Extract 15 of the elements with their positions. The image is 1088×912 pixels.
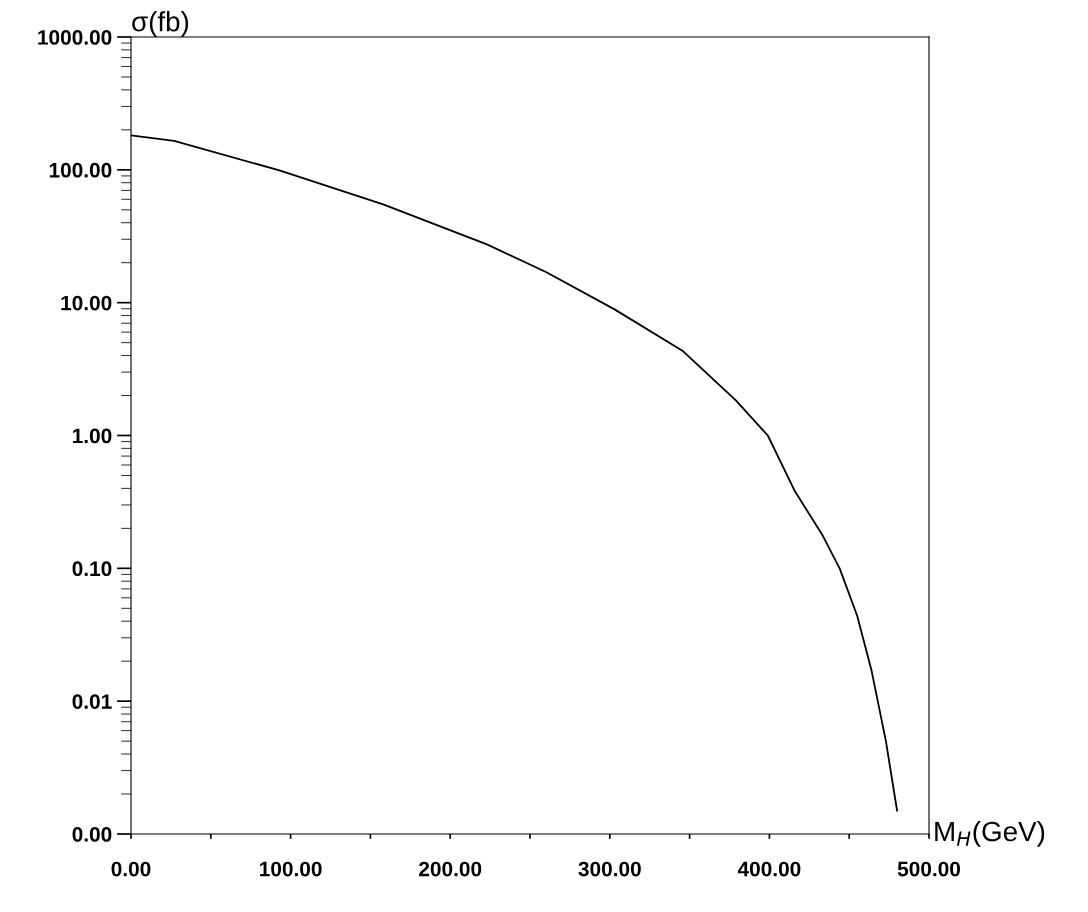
y-tick-label: 100.00 — [49, 162, 112, 178]
y-tick-label: 1000.00 — [38, 30, 112, 45]
x-axis-title: M$_{H}$(GeV) — [935, 820, 1045, 847]
x-tick-label: 200.00 — [419, 861, 482, 877]
x-tick-label: 400.00 — [737, 861, 801, 877]
y-tick-label: 0.00 — [72, 827, 112, 842]
y-tick-label: 1.00 — [73, 428, 112, 444]
x-tick-label: 0.00 — [111, 861, 151, 877]
x-tick-label: 500.00 — [897, 861, 961, 877]
y-tick-label: 10.00 — [61, 295, 112, 311]
x-tick-label: 300.00 — [578, 861, 641, 877]
x-tick-label: 100.00 — [260, 861, 322, 877]
y-tick-label: 0.01 — [72, 694, 112, 709]
y-axis-title: σ(fb) — [132, 11, 189, 37]
y-tick-label: 0.10 — [72, 561, 112, 577]
